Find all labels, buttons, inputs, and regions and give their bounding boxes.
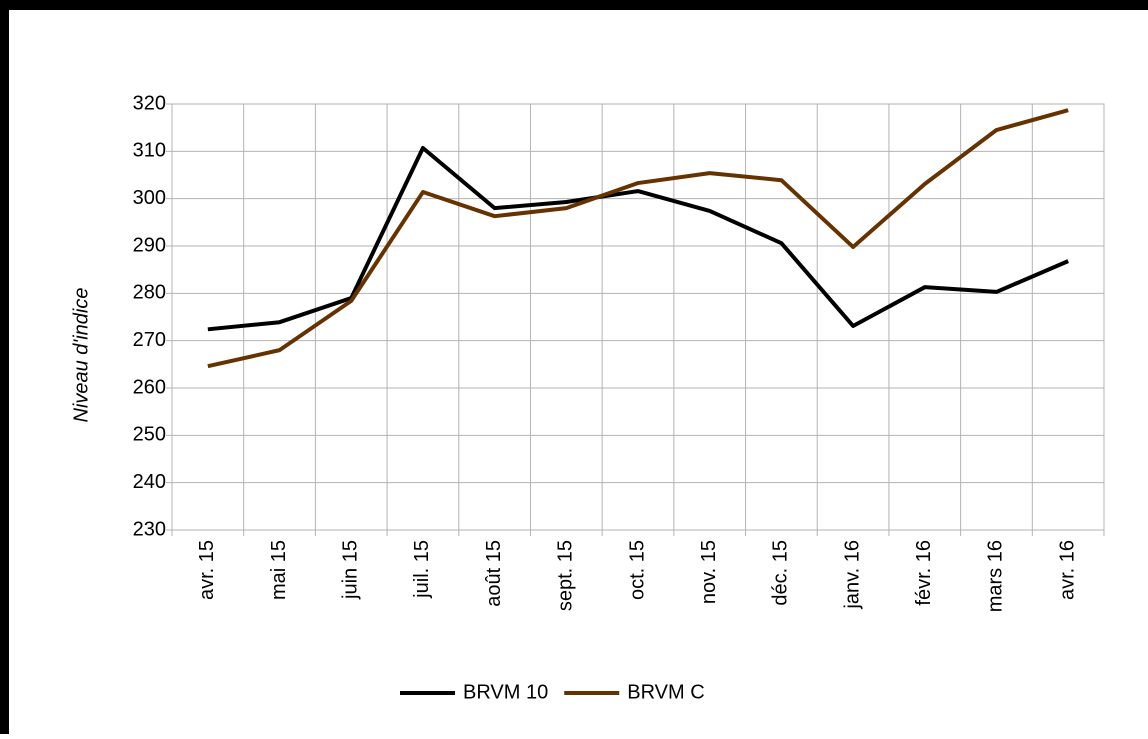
x-tick-label: juil. 15 — [411, 540, 433, 599]
y-tick-label: 240 — [133, 471, 166, 493]
x-tick-label: avr. 16 — [1056, 540, 1078, 600]
x-tick-label: août 15 — [483, 540, 505, 607]
y-tick-label: 270 — [133, 329, 166, 351]
y-tick-label: 280 — [133, 282, 166, 304]
y-tick-label: 260 — [133, 376, 166, 398]
y-axis-label: Niveau d'indice — [70, 287, 92, 422]
plot-area — [171, 103, 1105, 531]
x-tick-label: mars 16 — [985, 540, 1007, 612]
x-tick-label: déc. 15 — [770, 540, 792, 606]
x-tick-label: oct. 15 — [626, 540, 648, 600]
y-tick-label: 290 — [133, 234, 166, 256]
y-tick-label: 250 — [133, 424, 166, 446]
y-tick-label: 310 — [133, 140, 166, 162]
y-tick-label: 320 — [133, 92, 166, 114]
series-line — [207, 108, 1069, 369]
x-tick-label: nov. 15 — [698, 540, 720, 604]
x-tick-label: févr. 16 — [913, 540, 935, 606]
x-tick-label: mai 15 — [268, 540, 290, 600]
x-tick-label: sept. 15 — [555, 540, 577, 611]
legend-label: BRVM 10 — [463, 681, 548, 703]
y-tick-label: 230 — [133, 518, 166, 540]
x-tick-label: juin 15 — [340, 540, 362, 600]
legend-label: BRVM C — [627, 681, 704, 703]
y-tick-label: 300 — [133, 187, 166, 209]
frame-left — [0, 0, 9, 734]
x-tick-label: janv. 16 — [841, 540, 863, 610]
frame-top — [0, 0, 1148, 10]
x-tick-label: avr. 15 — [196, 540, 218, 600]
